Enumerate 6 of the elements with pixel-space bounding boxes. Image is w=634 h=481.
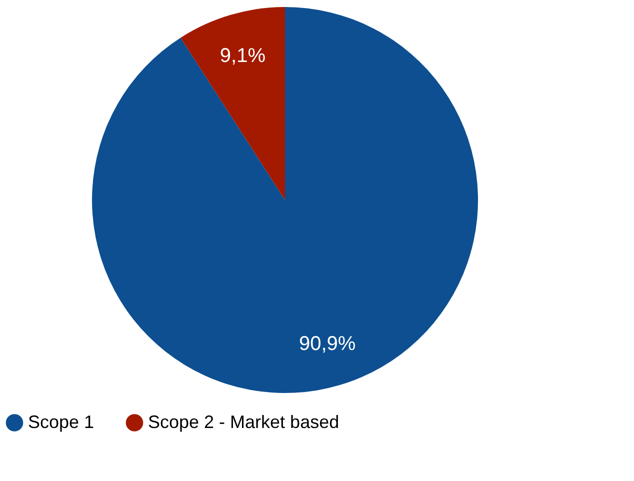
pie-slice bbox=[180, 7, 285, 200]
legend-label: Scope 1 bbox=[28, 412, 94, 432]
data-label: 90,9% bbox=[298, 332, 356, 355]
legend-label: Scope 2 - Market based bbox=[148, 412, 340, 432]
pie-slice bbox=[92, 7, 478, 393]
data-label: 9,1% bbox=[220, 45, 266, 68]
